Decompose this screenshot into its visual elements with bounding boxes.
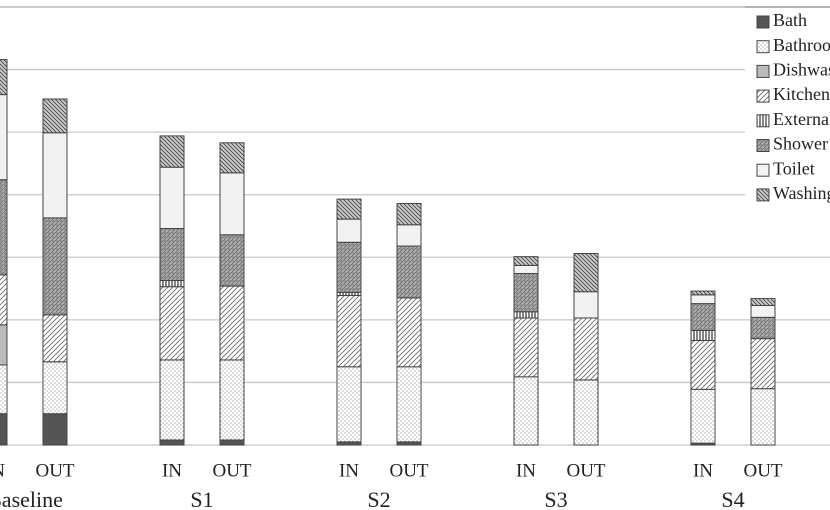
bar-segment	[42, 413, 68, 446]
bar-segment	[0, 324, 8, 366]
bar-segment	[0, 59, 8, 96]
x-tick-label: OUT	[35, 460, 74, 481]
bar-segment	[573, 253, 599, 293]
bar-segment	[750, 298, 776, 306]
legend-swatch	[756, 64, 770, 78]
bar-segment	[750, 316, 776, 340]
bar-segment	[159, 279, 185, 288]
bar-segment	[0, 179, 8, 276]
bar-segment	[396, 297, 422, 368]
bar-segment	[573, 317, 599, 381]
bar-segment	[336, 218, 362, 243]
bar-segment	[690, 303, 716, 331]
group-label: Baseline	[0, 487, 63, 510]
bar-segment	[219, 142, 245, 174]
bar-segment	[513, 273, 539, 313]
bar-segment	[159, 228, 185, 281]
bar-segment	[336, 294, 362, 368]
legend-swatch	[756, 15, 770, 29]
bar-segment	[396, 366, 422, 443]
bar-segment	[219, 234, 245, 287]
bar-segment	[42, 132, 68, 219]
bar-segment	[690, 294, 716, 305]
bar-segment	[219, 285, 245, 361]
x-tick-label: IN	[693, 460, 713, 481]
bar-segment	[396, 245, 422, 299]
group-label: S2	[367, 487, 390, 510]
bar-segment	[159, 359, 185, 441]
bar-segment	[513, 256, 539, 266]
bar-segment	[0, 94, 8, 181]
bar-segment	[42, 98, 68, 134]
legend-label: External tap	[773, 109, 830, 129]
x-tick-label: OUT	[389, 460, 428, 481]
x-tick-label: IN	[0, 460, 5, 481]
bar-segment	[159, 439, 185, 446]
bar-segment	[336, 366, 362, 443]
legend-label: Kitchen tap	[773, 84, 830, 104]
x-tick-label: OUT	[212, 460, 251, 481]
legend-label: Bathroom tap	[773, 35, 830, 55]
bar-segment	[42, 217, 68, 316]
bar-segment	[396, 202, 422, 226]
group-label: S1	[190, 487, 213, 510]
legend-label: Bath	[773, 10, 807, 30]
bar-segment	[513, 376, 539, 446]
legend-swatch	[756, 163, 770, 177]
legend-swatch	[756, 40, 770, 54]
bar-segment	[573, 291, 599, 319]
bar-segment	[0, 413, 8, 446]
legend-label: Shower	[773, 134, 828, 154]
bar-segment	[219, 439, 245, 446]
x-tick-label: OUT	[743, 460, 782, 481]
bar-segment	[0, 274, 8, 326]
bar-segment	[336, 241, 362, 293]
bar-segment	[336, 198, 362, 220]
legend-swatch	[756, 139, 770, 152]
legend-swatch	[756, 188, 770, 202]
bar-segment	[159, 286, 185, 361]
legend-label: Washing machine	[773, 183, 830, 203]
bar-segment	[750, 338, 776, 390]
legend-label: Dishwasher	[773, 60, 830, 80]
bar-segment	[513, 311, 539, 319]
bar-segment	[42, 361, 68, 415]
bar-segment	[159, 135, 185, 168]
legend-label: Toilet	[773, 158, 815, 178]
bar-segment	[690, 388, 716, 444]
bar-segment	[42, 314, 68, 363]
group-label: S3	[544, 487, 567, 510]
bar-segment	[0, 364, 8, 415]
bar-segment	[690, 329, 716, 342]
bar-segment	[396, 224, 422, 247]
x-tick-label: OUT	[566, 460, 605, 481]
bar-segment	[513, 264, 539, 275]
group-label: S4	[721, 487, 744, 510]
bar-segment	[219, 172, 245, 236]
bar-segment	[219, 359, 245, 441]
legend-swatch	[756, 114, 770, 128]
x-tick-label: IN	[516, 460, 536, 481]
bar-segment	[159, 166, 185, 230]
x-tick-label: IN	[162, 460, 182, 481]
bar-segment	[513, 317, 539, 378]
bar-segment	[750, 388, 776, 446]
bar-segment	[750, 304, 776, 318]
bar-segment	[690, 290, 716, 296]
legend-swatch	[756, 89, 770, 103]
bar-segment	[690, 340, 716, 390]
bar-segment	[573, 379, 599, 446]
x-tick-label: IN	[339, 460, 359, 481]
